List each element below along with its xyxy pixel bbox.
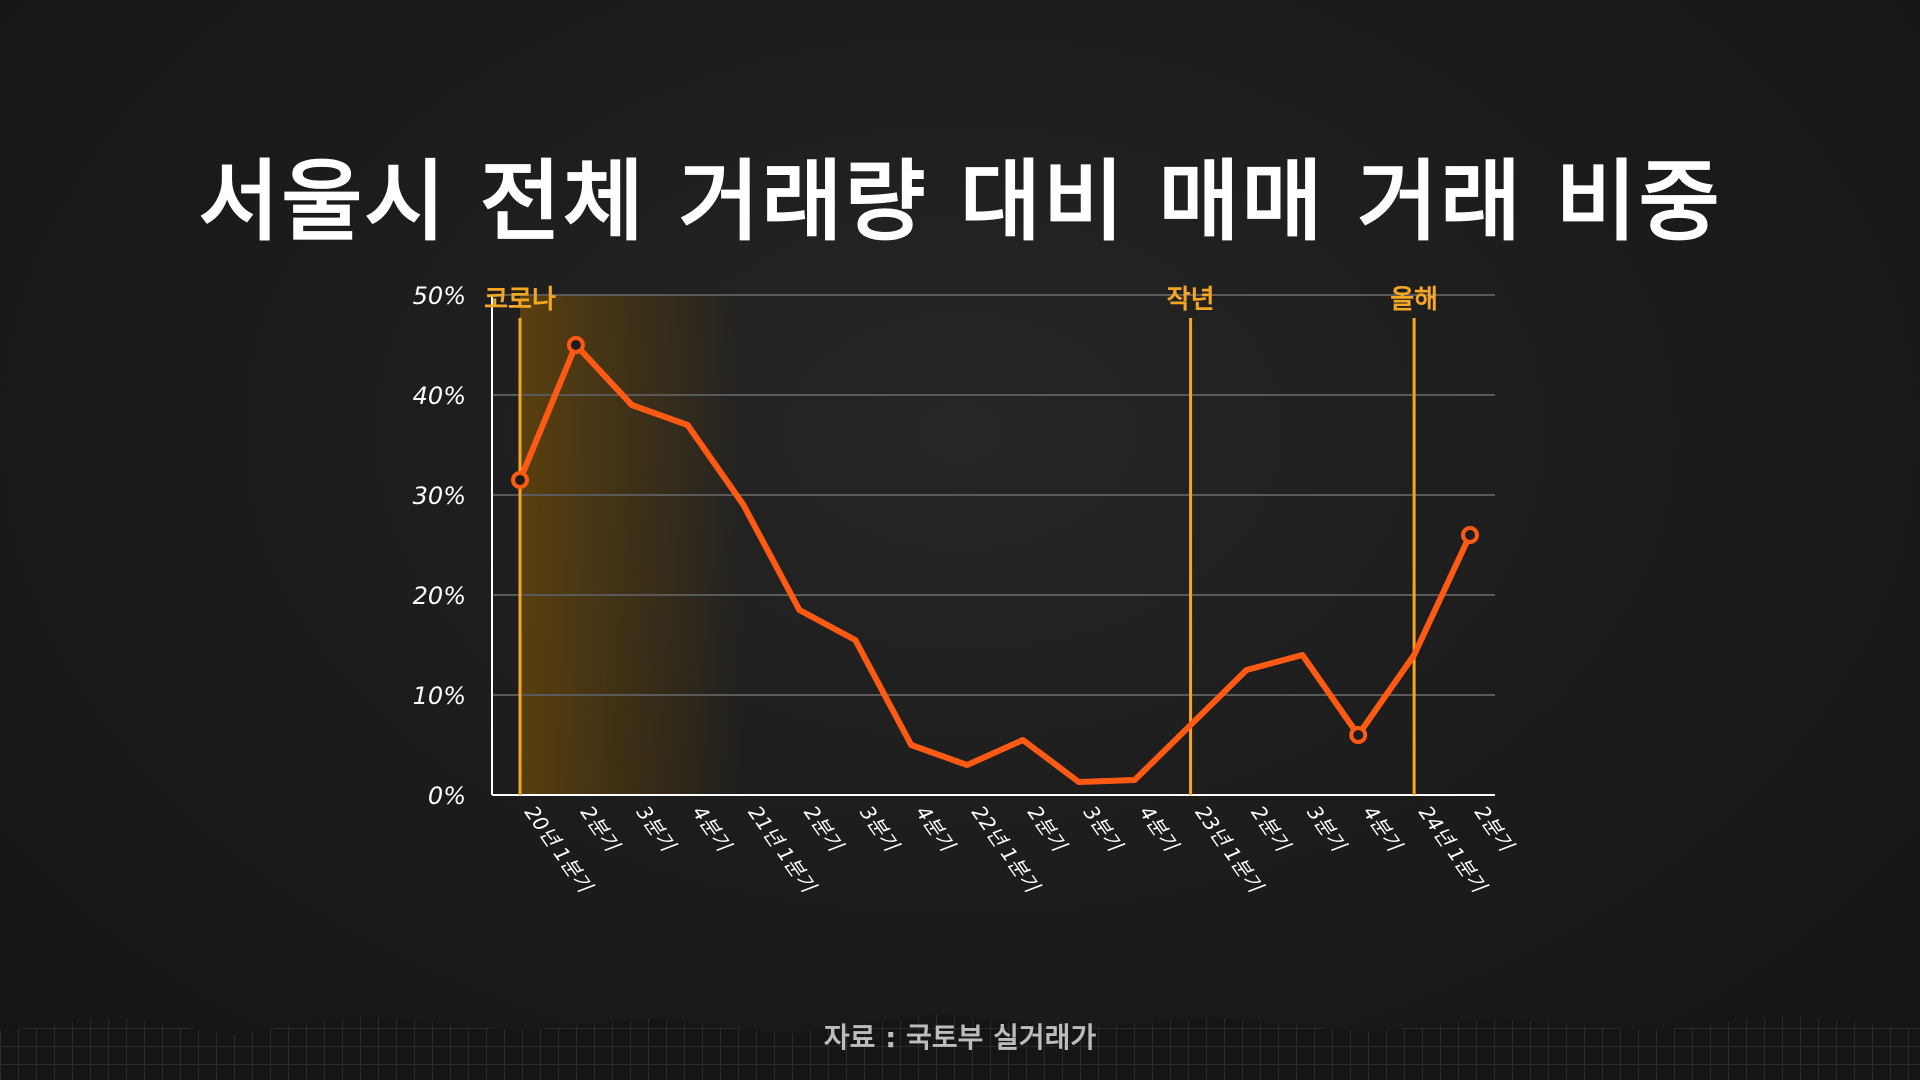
highlighted-point [1349,726,1368,744]
x-tick-label: 4분기 [911,801,960,857]
y-tick-label: 10% [413,682,466,710]
y-tick-label: 40% [413,382,466,410]
y-tick-label: 50% [413,282,466,310]
highlighted-point [566,336,585,354]
x-tick-label: 3분기 [632,801,681,857]
x-tick-label: 2분기 [1023,801,1072,857]
x-tick-label: 3분기 [1079,801,1128,857]
x-tick-label: 3분기 [855,801,904,857]
y-tick-label: 20% [413,582,466,610]
x-tick-label: 2분기 [1470,801,1519,857]
annotation-label: 올해 [1390,285,1438,315]
x-tick-label: 2분기 [1246,801,1295,857]
source-note: 자료 : 국토부 실거래가 [823,1021,1097,1054]
chart-title: 서울시 전체 거래량 대비 매매 거래 비중 [198,150,1722,253]
x-tick-label: 2분기 [799,801,848,857]
x-tick-label: 2분기 [576,801,625,857]
highlighted-point [511,471,529,489]
highlighted-point [1461,526,1479,544]
y-tick-label: 0% [428,782,466,810]
decorative-grid-strip [0,1014,1920,1080]
x-tick-label: 4분기 [1358,801,1407,857]
series-line [517,342,1473,785]
y-tick-label: 30% [413,482,466,510]
x-tick-label: 4분기 [1135,801,1184,857]
x-tick-label: 4분기 [688,801,737,857]
annotation-label: 작년 [1167,285,1215,315]
annotation-label: 코로나 [484,285,556,315]
x-tick-label: 3분기 [1302,801,1351,857]
shaded-region [520,295,744,795]
